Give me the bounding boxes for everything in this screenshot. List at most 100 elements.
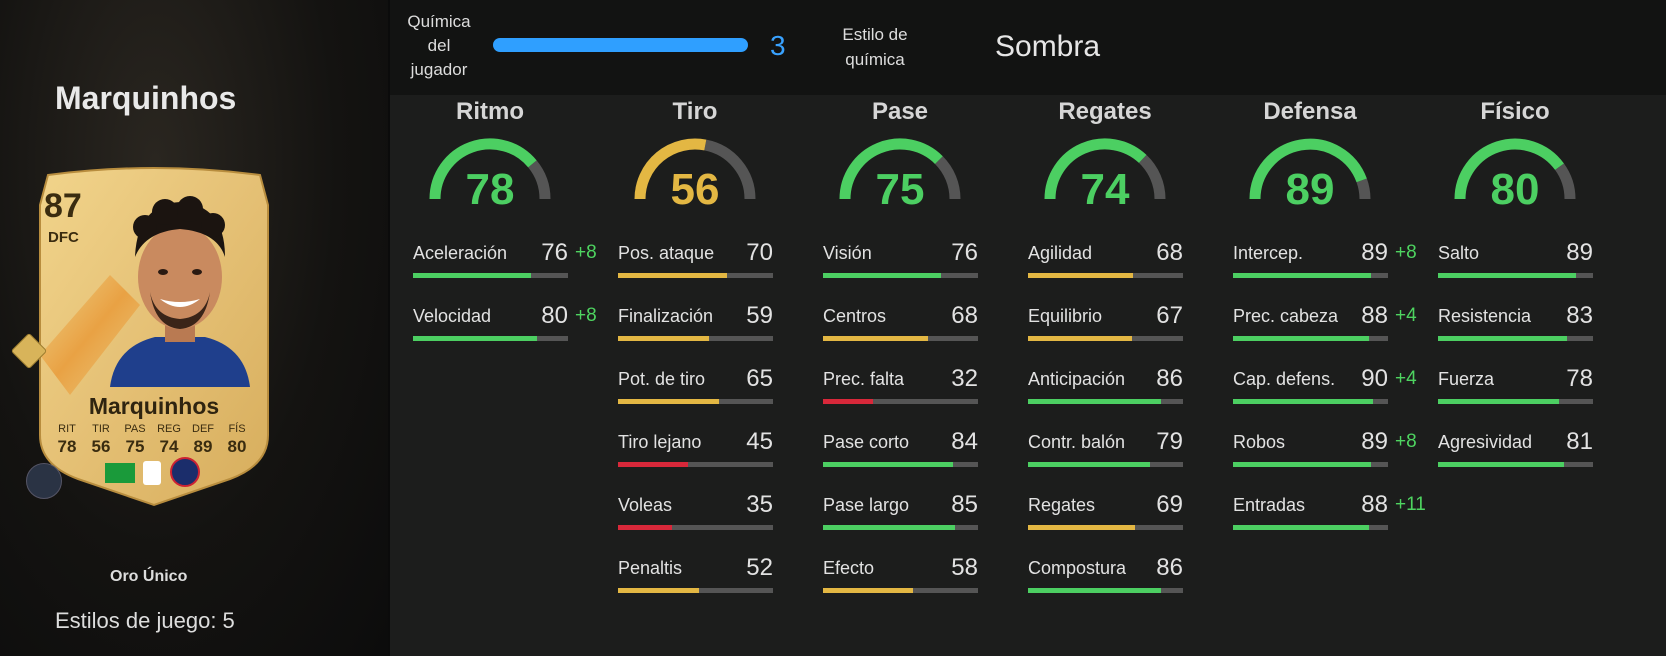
category-gauge (1249, 138, 1371, 200)
attribute-bar (1233, 336, 1388, 341)
attribute-row[interactable]: Finalización 59 (618, 302, 773, 346)
attribute-value: 65 (746, 365, 773, 392)
card-stat: DEF 89 (188, 423, 218, 457)
attribute-value: 59 (746, 302, 773, 329)
attribute-row[interactable]: Cap. defens. 90 +4 (1233, 365, 1417, 409)
category-value: 74 (1080, 165, 1130, 214)
attribute-row[interactable]: Prec. falta 32 (823, 365, 978, 409)
category-value: 78 (465, 165, 515, 214)
card-stat-label: PAS (124, 423, 146, 435)
gauge-track (1138, 154, 1166, 200)
attribute-bar-fill (1028, 399, 1162, 404)
attribute-bar (1028, 273, 1183, 278)
attribute-row[interactable]: Tiro lejano 45 (618, 428, 773, 472)
attribute-row[interactable]: Regates 69 (1028, 491, 1183, 535)
card-stat-value: 75 (125, 437, 145, 456)
attribute-row[interactable]: Prec. cabeza 88 +4 (1233, 302, 1417, 346)
card-stat-label: REG (157, 423, 181, 435)
attribute-row[interactable]: Penaltis 52 (618, 554, 773, 598)
attribute-bar (1438, 399, 1593, 404)
attribute-bar (1233, 273, 1388, 278)
attribute-bonus: +4 (1395, 368, 1417, 389)
chemistry-value: 3 (770, 30, 786, 61)
attribute-bar-fill (1233, 399, 1373, 404)
attribute-bar (618, 462, 773, 467)
attribute-row[interactable]: Centros 68 (823, 302, 978, 346)
attribute-row[interactable]: Aceleración 76 +8 (413, 239, 597, 283)
attribute-row[interactable]: Contr. balón 79 (1028, 428, 1183, 472)
attribute-row[interactable]: Fuerza 78 (1438, 365, 1593, 409)
attribute-row[interactable]: Pot. de tiro 65 (618, 365, 773, 409)
club-badge-icon (170, 457, 200, 487)
chemistry-label: Química del jugador (407, 12, 471, 79)
attribute-row[interactable]: Entradas 88 +11 (1233, 491, 1426, 535)
attribute-row[interactable]: Pos. ataque 70 (618, 239, 773, 283)
category-value: 56 (670, 165, 720, 214)
attribute-bonus: +11 (1395, 494, 1426, 515)
attribute-value: 70 (746, 239, 773, 266)
attribute-row[interactable]: Salto 89 (1438, 239, 1593, 283)
attribute-row[interactable]: Agresividad 81 (1438, 428, 1593, 472)
attribute-row[interactable]: Agilidad 68 (1028, 239, 1183, 283)
attribute-bar (413, 336, 568, 341)
attribute-row[interactable]: Resistencia 83 (1438, 302, 1593, 346)
attribute-value: 32 (951, 365, 978, 392)
attribute-name: Penaltis (618, 558, 683, 578)
attribute-name: Robos (1233, 432, 1286, 452)
attribute-row[interactable]: Intercep. 89 +8 (1233, 239, 1417, 283)
attribute-row[interactable]: Voleas 35 (618, 491, 773, 535)
attribute-bar-fill (1233, 525, 1370, 530)
category-gauge (1454, 138, 1576, 200)
attribute-name: Pot. de tiro (618, 369, 706, 389)
attribute-name: Entradas (1233, 495, 1306, 515)
attribute-bar-fill (618, 399, 719, 404)
card-stat: REG 74 (154, 423, 184, 457)
card-stat: TIR 56 (86, 423, 116, 457)
player-panel: Marquinhos 87 DFC (0, 0, 388, 656)
attribute-bar-fill (1028, 525, 1135, 530)
attribute-bar-fill (823, 399, 873, 404)
attribute-bar-fill (1438, 462, 1564, 467)
category-value: 89 (1285, 165, 1335, 214)
attribute-bar (823, 588, 978, 593)
attribute-name: Velocidad (413, 306, 492, 326)
attribute-bar (1028, 399, 1183, 404)
attribute-row[interactable]: Equilibrio 67 (1028, 302, 1183, 346)
attribute-row[interactable]: Efecto 58 (823, 554, 978, 598)
player-card: 87 DFC Marquinhos RIT 78 TIR 56 PAS 75 REG 7… (30, 165, 278, 507)
attribute-name: Intercep. (1233, 243, 1304, 263)
card-player-name: Marquinhos (88, 393, 220, 419)
brazil-flag-icon (105, 463, 135, 483)
attribute-bar (1028, 336, 1183, 341)
attribute-name: Agilidad (1028, 243, 1093, 263)
attribute-row[interactable]: Visión 76 (823, 239, 978, 283)
attribute-row[interactable]: Robos 89 +8 (1233, 428, 1417, 472)
attribute-bar (1233, 399, 1388, 404)
attribute-row[interactable]: Anticipación 86 (1028, 365, 1183, 409)
attribute-name: Visión (823, 243, 872, 263)
attribute-bar-fill (1233, 273, 1371, 278)
player-portrait (110, 196, 250, 387)
attribute-name: Pase largo (823, 495, 910, 515)
attribute-value: 76 (541, 239, 568, 266)
attribute-row[interactable]: Pase corto 84 (823, 428, 978, 472)
attribute-row[interactable]: Velocidad 80 +8 (413, 302, 597, 346)
attribute-row[interactable]: Pase largo 85 (823, 491, 978, 535)
chem-style-value[interactable]: Sombra (995, 30, 1101, 63)
card-stat-label: FÍS (228, 423, 246, 435)
gauge-track (934, 156, 961, 200)
attribute-bar-fill (1028, 336, 1132, 341)
attribute-bar-fill (1028, 462, 1151, 467)
attribute-name: Aceleración (413, 243, 508, 263)
card-stat-value: 80 (227, 437, 247, 456)
card-type: Oro Único (110, 568, 188, 585)
attribute-name: Cap. defens. (1233, 369, 1336, 389)
attribute-name: Voleas (618, 495, 673, 515)
playstyles-count[interactable]: Estilos de juego: 5 (55, 608, 235, 633)
attribute-bar-fill (1028, 273, 1134, 278)
attribute-bar (1028, 525, 1183, 530)
attribute-row[interactable]: Compostura 86 (1028, 554, 1183, 598)
attribute-bar-fill (823, 336, 929, 341)
attribute-bar-fill (823, 273, 941, 278)
attribute-value: 88 (1361, 491, 1388, 518)
